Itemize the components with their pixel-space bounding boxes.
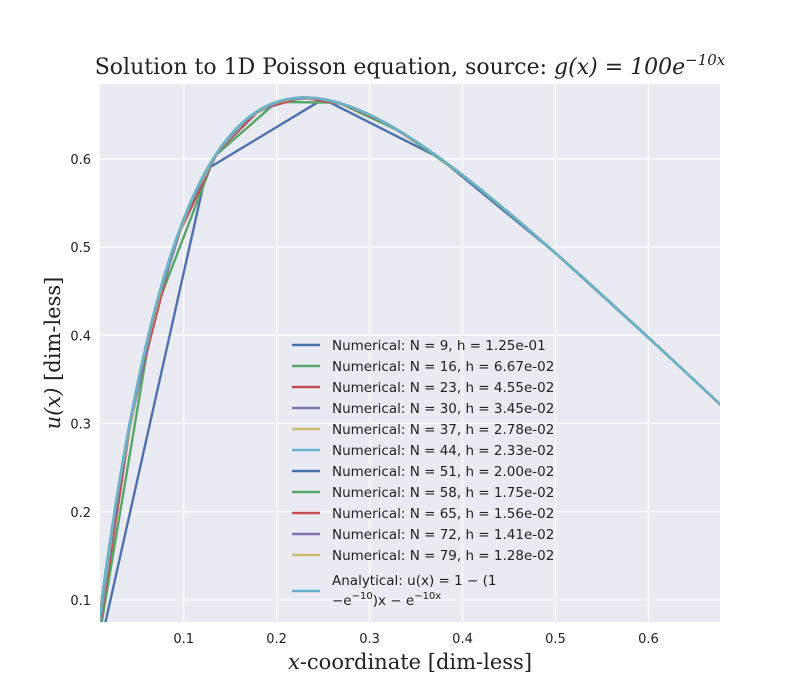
x-tick-labels: 0.1 0.2 0.3 0.4 0.5 0.6 (173, 632, 658, 647)
legend-label: Numerical: N = 23, h = 4.55e-02 (332, 380, 554, 396)
x-tick-label: 0.3 (359, 632, 380, 647)
legend-label: Numerical: N = 16, h = 6.67e-02 (332, 359, 554, 375)
legend-label: Numerical: N = 37, h = 2.78e-02 (332, 422, 554, 438)
y-tick-label: 0.1 (70, 594, 91, 609)
y-tick-label: 0.5 (70, 241, 91, 256)
legend-label: Numerical: N = 79, h = 1.28e-02 (332, 548, 554, 564)
legend-label: Numerical: N = 72, h = 1.41e-02 (332, 527, 554, 543)
legend-label-analytical-line2: −e−10)x − e−10x (332, 591, 441, 609)
series-group (100, 96, 720, 622)
x-tick-label: 0.6 (638, 632, 659, 647)
legend-label-analytical-line1: Analytical: u(x) = 1 − (1 (332, 573, 496, 589)
legend-label: Numerical: N = 51, h = 2.00e-02 (332, 464, 554, 480)
x-tick-label: 0.1 (173, 632, 194, 647)
legend-label: Numerical: N = 58, h = 1.75e-02 (332, 485, 554, 501)
y-tick-label: 0.4 (70, 329, 91, 344)
legend-label: Numerical: N = 9, h = 1.25e-01 (332, 338, 546, 354)
y-tick-label: 0.3 (70, 418, 91, 433)
y-tick-label: 0.2 (70, 506, 91, 521)
x-tick-label: 0.5 (545, 632, 566, 647)
x-tick-label: 0.4 (452, 632, 473, 647)
chart-title: Solution to 1D Poisson equation, source:… (95, 51, 726, 80)
x-axis-label: x-coordinate [dim-less] (288, 650, 532, 674)
series-line-12 (100, 96, 720, 622)
legend: Numerical: N = 9, h = 1.25e-01 Numerical:… (292, 338, 554, 609)
y-tick-labels: 0.1 0.2 0.3 0.4 0.5 0.6 (70, 153, 91, 609)
grid-lines (100, 84, 720, 622)
legend-label: Numerical: N = 65, h = 1.56e-02 (332, 506, 554, 522)
legend-label: Numerical: N = 30, h = 3.45e-02 (332, 401, 554, 417)
y-tick-label: 0.6 (70, 153, 91, 168)
legend-label: Numerical: N = 44, h = 2.33e-02 (332, 443, 554, 459)
x-tick-label: 0.2 (266, 632, 287, 647)
y-axis-label: u(x) [dim-less] (41, 277, 65, 430)
